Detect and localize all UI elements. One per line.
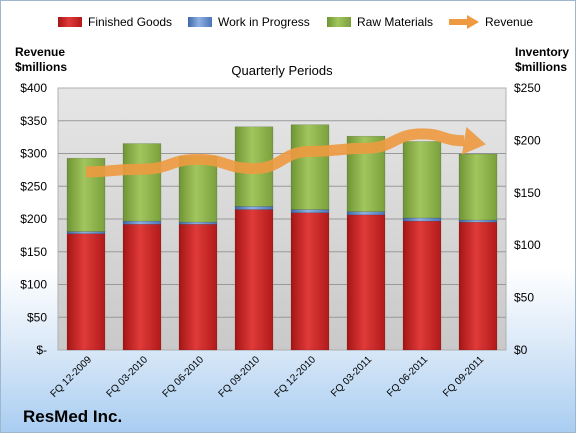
legend-swatch-work-in-progress (188, 17, 212, 27)
legend-label-finished-goods: Finished Goods (88, 15, 172, 29)
plot-title: Quarterly Periods (231, 63, 333, 78)
bar-finished-goods (402, 220, 442, 351)
bar-finished-goods (346, 214, 386, 351)
left-tick-label: $50 (27, 310, 47, 324)
bar-work-in-progress (234, 206, 274, 210)
bar-finished-goods (178, 223, 218, 351)
left-tick-label: $200 (20, 212, 47, 226)
company-name: ResMed Inc. (23, 407, 123, 426)
revenue-line-layer (85, 126, 486, 178)
left-axis-title-line1: Revenue (15, 45, 65, 59)
bar-work-in-progress (346, 211, 386, 216)
bars-layer (66, 124, 498, 351)
bar-work-in-progress (458, 219, 498, 223)
left-tick-label: $250 (20, 179, 47, 193)
right-tick-label: $250 (514, 81, 541, 95)
x-tick-label: FQ 09-2011 (441, 354, 486, 399)
legend-swatch-raw-materials (327, 17, 351, 27)
x-tick-label: FQ 12-2009 (49, 354, 95, 400)
right-tick-label: $150 (514, 186, 541, 200)
left-tick-label: $300 (20, 147, 47, 161)
bar-raw-materials (402, 141, 442, 219)
left-axis-ticks: $- $50 $100 $150 $200 $250 $300 $350 $400 (20, 81, 47, 357)
right-tick-label: $50 (514, 291, 534, 305)
right-axis-ticks: $0 $50 $100 $150 $200 $250 (514, 81, 541, 357)
bar-raw-materials (290, 124, 330, 210)
left-tick-label: $100 (20, 278, 47, 292)
x-axis-ticks: FQ 12-2009 FQ 03-2010 FQ 06-2010 FQ 09-2010… (49, 354, 487, 400)
left-tick-label: $- (36, 343, 47, 357)
x-tick-label: FQ 03-2011 (329, 354, 374, 399)
x-tick-label: FQ 06-2011 (385, 354, 430, 399)
right-tick-label: $0 (514, 343, 528, 357)
bar-finished-goods (458, 221, 498, 351)
bar-work-in-progress (66, 231, 106, 234)
left-tick-label: $350 (20, 114, 47, 128)
left-axis-title-line2: $millions (15, 60, 67, 74)
left-tick-label: $400 (20, 81, 47, 95)
x-tick-label: FQ 06-2010 (161, 354, 207, 400)
legend-swatch-finished-goods (58, 17, 82, 27)
bar-work-in-progress (402, 217, 442, 222)
right-tick-label: $200 (514, 133, 541, 147)
right-axis-title-line2: $millions (515, 60, 567, 74)
bar-raw-materials (122, 143, 162, 222)
right-tick-label: $100 (514, 238, 541, 252)
bar-raw-materials (178, 155, 218, 223)
x-tick-label: FQ 12-2010 (273, 354, 319, 400)
x-tick-label: FQ 03-2010 (105, 354, 151, 400)
bar-finished-goods (122, 223, 162, 351)
left-tick-label: $150 (20, 245, 47, 259)
legend: Finished Goods Work in Progress Raw Mate… (58, 15, 533, 29)
bar-finished-goods (66, 233, 106, 351)
x-tick-label: FQ 09-2010 (217, 354, 263, 400)
bar-raw-materials (458, 153, 498, 221)
bar-work-in-progress (290, 209, 330, 213)
legend-label-revenue: Revenue (485, 15, 533, 29)
revenue-arrowhead (461, 126, 486, 155)
bar-finished-goods (234, 209, 274, 351)
bar-work-in-progress (122, 220, 162, 225)
bar-work-in-progress (178, 221, 218, 225)
legend-label-work-in-progress: Work in Progress (218, 15, 310, 29)
bar-finished-goods (290, 212, 330, 351)
legend-label-raw-materials: Raw Materials (357, 15, 433, 29)
revenue-line (85, 128, 465, 178)
right-axis-title-line1: Inventory (515, 45, 569, 59)
legend-revenue-arrowhead (467, 15, 479, 29)
